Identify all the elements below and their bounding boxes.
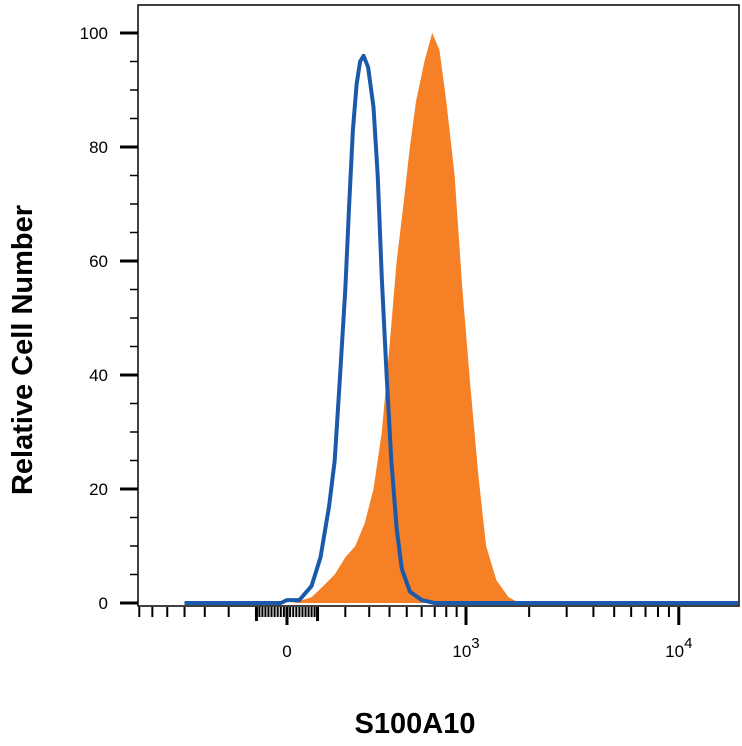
- y-tick-label: 0: [99, 594, 108, 613]
- x-tick-label: 0: [282, 642, 291, 661]
- x-tick-label: 104: [665, 635, 692, 661]
- y-tick-label: 80: [89, 138, 108, 157]
- y-axis-title: Relative Cell Number: [7, 205, 39, 495]
- plot-frame: [137, 4, 740, 607]
- y-axis: 0 20 40 60 80 100: [80, 24, 138, 613]
- series-outline-histogram: [184, 53, 738, 605]
- x-axis: 0 103 104: [138, 607, 692, 661]
- y-tick-label: 60: [89, 252, 108, 271]
- y-tick-label: 100: [80, 24, 108, 43]
- series-layer: [184, 33, 738, 605]
- y-tick-label: 20: [89, 480, 108, 499]
- x-tick-label: 103: [452, 635, 479, 661]
- y-tick-label: 40: [89, 366, 108, 385]
- x-axis-title: S100A10: [355, 708, 476, 740]
- series-filled-histogram: [184, 33, 738, 603]
